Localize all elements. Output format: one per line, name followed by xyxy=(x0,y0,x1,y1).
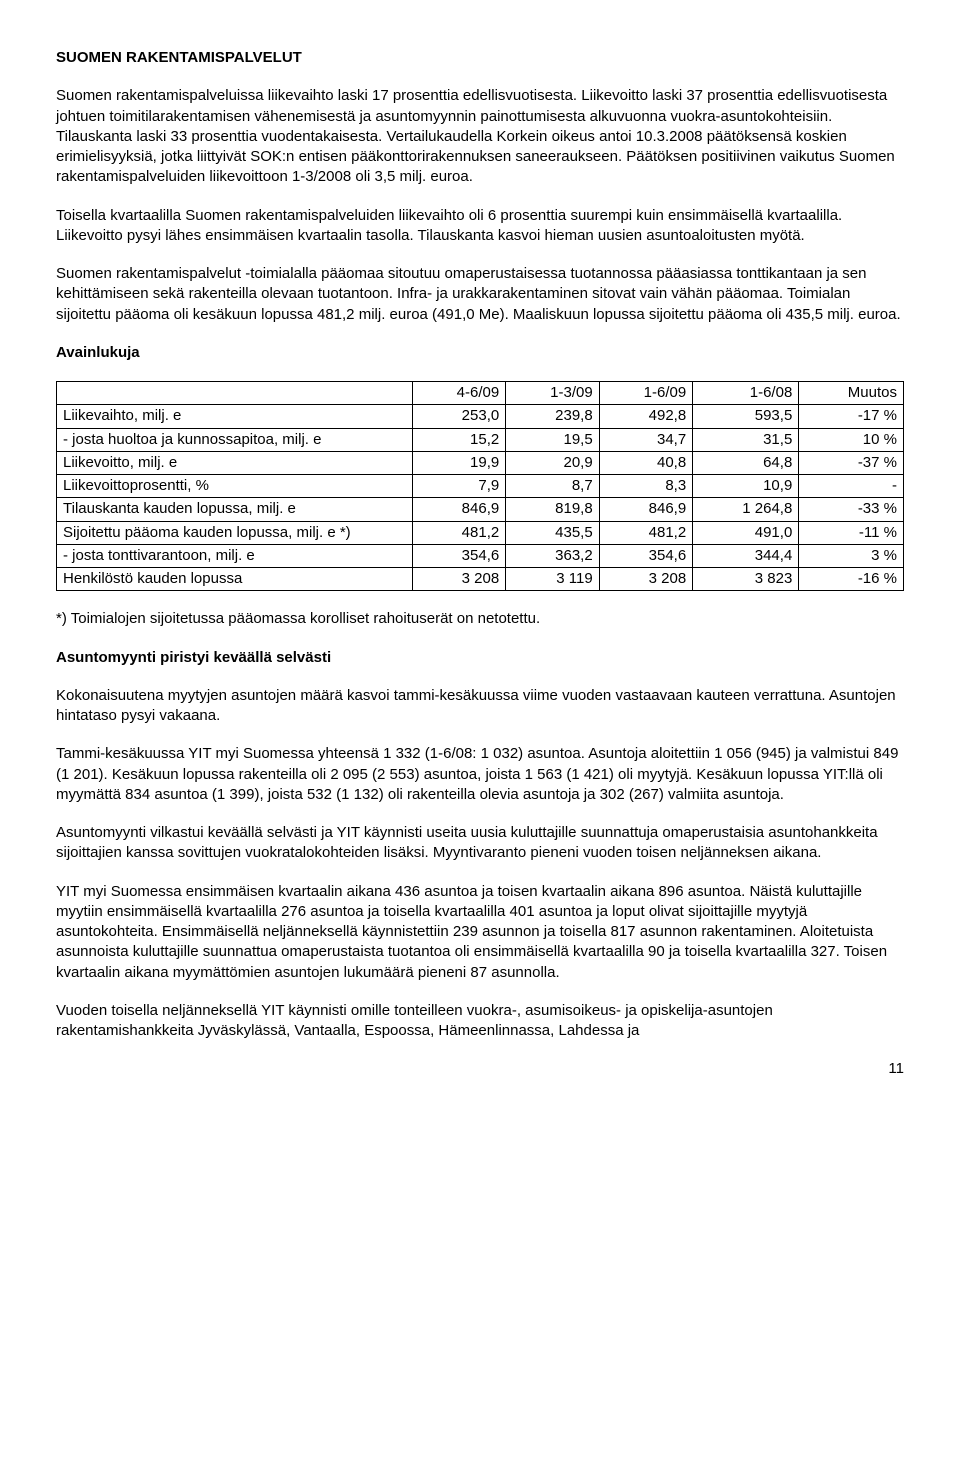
table-cell: 363,2 xyxy=(506,544,599,567)
table-cell: 491,0 xyxy=(693,521,799,544)
table-cell: Henkilöstö kauden lopussa xyxy=(57,568,413,591)
table-cell: Tilauskanta kauden lopussa, milj. e xyxy=(57,498,413,521)
table-cell: -37 % xyxy=(799,451,904,474)
page-number: 11 xyxy=(56,1059,904,1079)
table-cell: Liikevaihto, milj. e xyxy=(57,405,413,428)
body-paragraph: Vuoden toisella neljänneksellä YIT käynn… xyxy=(56,1001,904,1042)
body-paragraph: Tammi-kesäkuussa YIT myi Suomessa yhteen… xyxy=(56,744,904,805)
table-cell: - josta huoltoa ja kunnossapitoa, milj. … xyxy=(57,428,413,451)
table-cell: 492,8 xyxy=(599,405,692,428)
table-cell: 19,5 xyxy=(506,428,599,451)
table-cell: 3 208 xyxy=(599,568,692,591)
table-header-cell: 1-6/09 xyxy=(599,382,692,405)
body-paragraph: Kokonaisuutena myytyjen asuntojen määrä … xyxy=(56,686,904,727)
table-cell: 344,4 xyxy=(693,544,799,567)
table-cell: 31,5 xyxy=(693,428,799,451)
table-cell: 10,9 xyxy=(693,475,799,498)
body-paragraph: Suomen rakentamispalveluissa liikevaihto… xyxy=(56,86,904,187)
table-cell: 846,9 xyxy=(599,498,692,521)
body-paragraph: Suomen rakentamispalvelut -toimialalla p… xyxy=(56,264,904,325)
key-figures-heading: Avainlukuja xyxy=(56,343,904,363)
table-header-cell xyxy=(57,382,413,405)
table-cell: 481,2 xyxy=(599,521,692,544)
table-cell: 239,8 xyxy=(506,405,599,428)
table-cell: 8,3 xyxy=(599,475,692,498)
section-title: SUOMEN RAKENTAMISPALVELUT xyxy=(56,48,904,68)
subheading: Asuntomyynti piristyi keväällä selvästi xyxy=(56,648,904,668)
table-cell: 34,7 xyxy=(599,428,692,451)
table-header-cell: Muutos xyxy=(799,382,904,405)
table-cell: 8,7 xyxy=(506,475,599,498)
table-cell: 20,9 xyxy=(506,451,599,474)
table-row: Henkilöstö kauden lopussa3 2083 1193 208… xyxy=(57,568,904,591)
table-cell: 846,9 xyxy=(412,498,505,521)
table-row: Liikevoittoprosentti, %7,98,78,310,9- xyxy=(57,475,904,498)
table-row: Liikevaihto, milj. e253,0239,8492,8593,5… xyxy=(57,405,904,428)
table-cell: 64,8 xyxy=(693,451,799,474)
table-cell: Liikevoitto, milj. e xyxy=(57,451,413,474)
table-cell: - josta tonttivarantoon, milj. e xyxy=(57,544,413,567)
body-paragraph: Asuntomyynti vilkastui keväällä selvästi… xyxy=(56,823,904,864)
table-row: Sijoitettu pääoma kauden lopussa, milj. … xyxy=(57,521,904,544)
table-cell: 3 119 xyxy=(506,568,599,591)
table-cell: 1 264,8 xyxy=(693,498,799,521)
table-cell: 593,5 xyxy=(693,405,799,428)
table-cell: 3 823 xyxy=(693,568,799,591)
body-paragraph: YIT myi Suomessa ensimmäisen kvartaalin … xyxy=(56,882,904,983)
table-cell: -33 % xyxy=(799,498,904,521)
table-cell: -11 % xyxy=(799,521,904,544)
table-cell: 354,6 xyxy=(412,544,505,567)
table-cell: 481,2 xyxy=(412,521,505,544)
table-cell: - xyxy=(799,475,904,498)
table-cell: 819,8 xyxy=(506,498,599,521)
table-cell: 435,5 xyxy=(506,521,599,544)
table-cell: Liikevoittoprosentti, % xyxy=(57,475,413,498)
body-paragraph: Toisella kvartaalilla Suomen rakentamisp… xyxy=(56,206,904,247)
table-cell: 354,6 xyxy=(599,544,692,567)
table-cell: -17 % xyxy=(799,405,904,428)
key-figures-table: 4-6/09 1-3/09 1-6/09 1-6/08 Muutos Liike… xyxy=(56,381,904,591)
table-cell: 40,8 xyxy=(599,451,692,474)
table-row: Tilauskanta kauden lopussa, milj. e846,9… xyxy=(57,498,904,521)
table-cell: 253,0 xyxy=(412,405,505,428)
table-header-cell: 1-3/09 xyxy=(506,382,599,405)
table-cell: 3 208 xyxy=(412,568,505,591)
table-header-row: 4-6/09 1-3/09 1-6/09 1-6/08 Muutos xyxy=(57,382,904,405)
table-cell: -16 % xyxy=(799,568,904,591)
table-cell: 19,9 xyxy=(412,451,505,474)
table-header-cell: 4-6/09 xyxy=(412,382,505,405)
table-row: - josta huoltoa ja kunnossapitoa, milj. … xyxy=(57,428,904,451)
table-cell: 3 % xyxy=(799,544,904,567)
table-row: Liikevoitto, milj. e19,920,940,864,8-37 … xyxy=(57,451,904,474)
table-cell: 7,9 xyxy=(412,475,505,498)
table-cell: 10 % xyxy=(799,428,904,451)
table-row: - josta tonttivarantoon, milj. e354,6363… xyxy=(57,544,904,567)
table-header-cell: 1-6/08 xyxy=(693,382,799,405)
table-cell: Sijoitettu pääoma kauden lopussa, milj. … xyxy=(57,521,413,544)
table-footnote: *) Toimialojen sijoitetussa pääomassa ko… xyxy=(56,609,904,629)
table-cell: 15,2 xyxy=(412,428,505,451)
